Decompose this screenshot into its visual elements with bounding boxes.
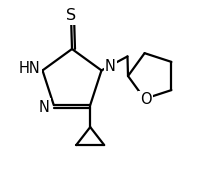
Text: N: N xyxy=(105,59,116,74)
Text: O: O xyxy=(140,92,151,107)
Text: N: N xyxy=(38,100,49,114)
Text: S: S xyxy=(66,8,76,24)
Text: HN: HN xyxy=(19,61,40,76)
